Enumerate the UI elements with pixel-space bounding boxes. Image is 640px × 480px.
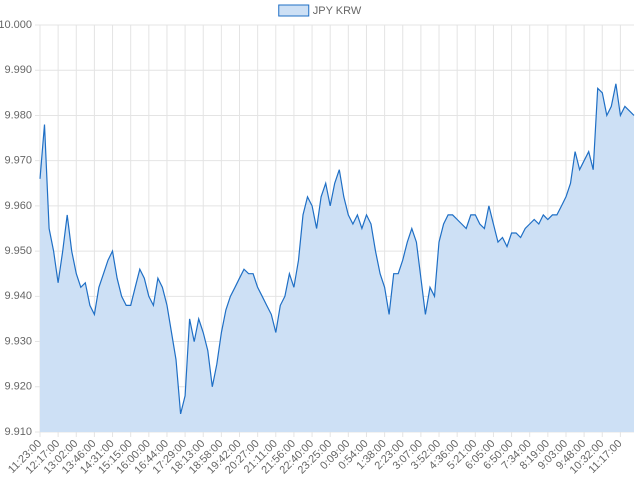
y-tick-label: 9.930 xyxy=(4,335,32,347)
y-tick-label: 9.950 xyxy=(4,245,32,257)
legend: JPY KRW xyxy=(278,4,362,17)
y-tick-label: 9.910 xyxy=(4,426,32,438)
y-tick-label: 9.960 xyxy=(4,200,32,212)
y-tick-label: 9.920 xyxy=(4,381,32,393)
y-tick-label: 9.990 xyxy=(4,64,32,76)
y-tick-label: 9.980 xyxy=(4,109,32,121)
series-line xyxy=(39,83,635,415)
legend-label: JPY KRW xyxy=(313,5,362,17)
y-tick-label: 9.940 xyxy=(4,290,32,302)
legend-swatch xyxy=(278,4,310,17)
area-fill xyxy=(40,83,634,433)
y-tick-label: 10.000 xyxy=(0,19,32,31)
y-tick-label: 9.970 xyxy=(4,155,32,167)
